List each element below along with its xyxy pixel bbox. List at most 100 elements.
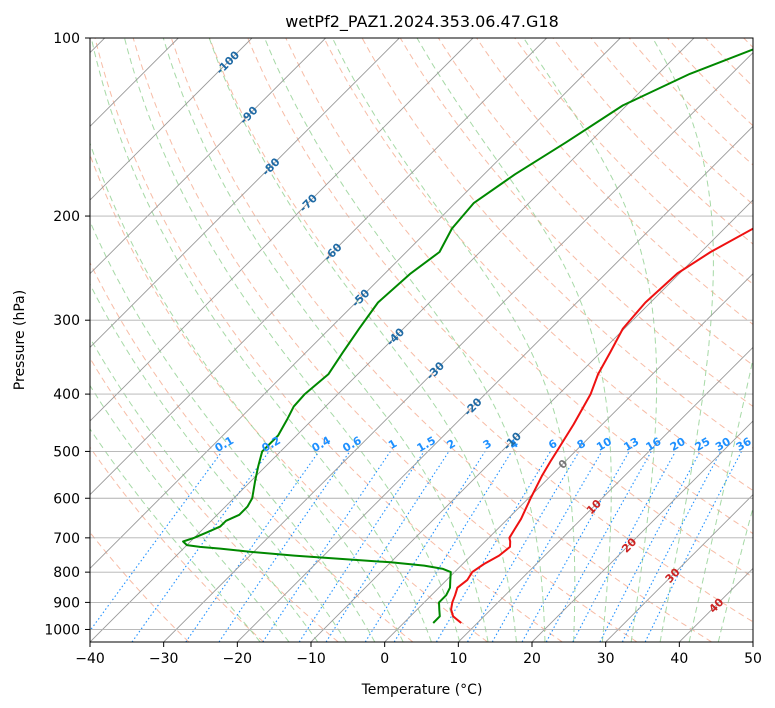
isotherm xyxy=(90,38,400,348)
isotherm-label: -60 xyxy=(321,240,344,263)
isotherm-label: -100 xyxy=(214,48,243,77)
y-tick-label: 300 xyxy=(53,313,80,329)
moist-adiabat xyxy=(652,38,714,642)
isotherm-label: -20 xyxy=(461,395,484,418)
mixing-ratio-line xyxy=(644,451,742,642)
isotherm xyxy=(90,38,547,496)
isotherm-label: -90 xyxy=(237,104,260,127)
mixing-ratio-line xyxy=(545,451,652,642)
isotherm-label: 30 xyxy=(663,565,683,585)
dry-adiabat xyxy=(667,38,753,127)
isotherm xyxy=(90,38,474,422)
mixing-ratio-line xyxy=(621,451,722,642)
chart-title: wetPf2_PAZ1.2024.353.06.47.G18 xyxy=(285,12,559,32)
dry-adiabat xyxy=(247,38,753,578)
dry-adiabat xyxy=(705,38,753,88)
x-tick-label: 20 xyxy=(523,651,541,667)
y-tick-label: 700 xyxy=(53,531,80,547)
y-tick-label: 400 xyxy=(53,387,80,403)
moist-adiabat xyxy=(162,38,489,642)
moist-adiabat xyxy=(90,337,319,642)
isotherm xyxy=(605,494,753,642)
x-tick-label: 10 xyxy=(449,651,467,667)
dry-adiabat xyxy=(743,38,753,49)
isotherm-label: 40 xyxy=(706,595,726,615)
isotherm-label: -10 xyxy=(501,429,524,452)
moist-adiabat xyxy=(717,506,753,642)
x-tick-label: −20 xyxy=(223,651,253,667)
y-tick-label: 800 xyxy=(53,565,80,581)
y-tick-label: 600 xyxy=(53,491,80,507)
x-tick-label: 0 xyxy=(380,651,389,667)
moist-adiabat xyxy=(331,38,576,642)
dry-adiabat xyxy=(90,531,190,642)
dry-adiabat xyxy=(209,38,753,623)
x-tick-label: 50 xyxy=(744,651,762,667)
plot-frame xyxy=(89,37,754,643)
mixing-ratio-line xyxy=(90,451,223,632)
isotherm xyxy=(310,199,753,642)
mixing-ratio-label: 36 xyxy=(734,435,754,454)
isotherm xyxy=(163,52,753,642)
moist-adiabat xyxy=(90,38,432,642)
mixing-ratio-line xyxy=(185,451,320,642)
y-tick-label: 200 xyxy=(53,209,80,225)
mixing-ratio-line xyxy=(521,451,630,642)
x-tick-label: 40 xyxy=(670,651,688,667)
x-tick-label: −10 xyxy=(296,651,326,667)
mixing-ratio-label: 1 xyxy=(386,437,399,452)
isotherm-label: -50 xyxy=(349,286,372,309)
moist-adiabat xyxy=(124,38,461,642)
dry-adiabat xyxy=(90,261,414,642)
moist-adiabat xyxy=(90,220,376,642)
isotherm xyxy=(90,38,695,642)
dry-adiabat xyxy=(437,38,753,366)
dry-adiabat xyxy=(514,38,753,285)
isotherm-label: 0 xyxy=(556,457,571,472)
isotherm-label: -70 xyxy=(297,191,320,214)
isotherm xyxy=(531,420,753,642)
y-tick-label: 500 xyxy=(53,444,80,460)
x-tick-label: 30 xyxy=(597,651,615,667)
mixing-ratio-line xyxy=(393,451,513,642)
moist-adiabat xyxy=(90,427,261,642)
dry-adiabat xyxy=(94,38,563,642)
isotherm xyxy=(90,38,621,569)
mixing-ratio-line xyxy=(262,451,391,642)
moist-adiabat xyxy=(416,38,612,642)
dry-adiabat xyxy=(590,38,753,206)
background-lines xyxy=(90,38,753,642)
dry-adiabat xyxy=(323,38,753,492)
grid xyxy=(90,37,753,630)
isotherm xyxy=(752,641,753,642)
moist-adiabat xyxy=(90,141,404,642)
temperature-profile xyxy=(450,227,753,624)
mixing-ratio-line xyxy=(599,451,701,642)
mixing-ratio-line xyxy=(298,451,425,642)
x-tick-label: −40 xyxy=(75,651,105,667)
moist-adiabat xyxy=(264,38,546,642)
dry-adiabat xyxy=(285,38,753,535)
isotherm xyxy=(384,273,753,642)
moist-adiabat xyxy=(208,38,517,642)
moist-adiabat xyxy=(688,356,753,642)
isotherm xyxy=(679,567,753,642)
isotherm xyxy=(90,38,326,275)
x-tick-label: −30 xyxy=(149,651,179,667)
dry-adiabat xyxy=(90,446,264,642)
dry-adiabat xyxy=(90,357,339,642)
mixing-ratio-line xyxy=(572,451,676,642)
mixing-ratio-line xyxy=(364,451,486,642)
y-tick-label: 900 xyxy=(53,595,80,611)
mixing-ratio-line xyxy=(325,451,450,642)
dewpoint-profile xyxy=(182,48,753,624)
isotherm-label: 10 xyxy=(584,497,604,517)
y-tick-label: 1000 xyxy=(44,622,80,638)
y-axis-label: Pressure (hPa) xyxy=(12,290,28,390)
moist-adiabat xyxy=(90,283,347,642)
mixing-ratio-label: 3 xyxy=(481,437,494,452)
axis-ticks: −40 −30 −20 −10 0 10 20 30 40 5010009008007006005… xyxy=(44,31,762,667)
y-tick-label: 100 xyxy=(53,31,80,47)
